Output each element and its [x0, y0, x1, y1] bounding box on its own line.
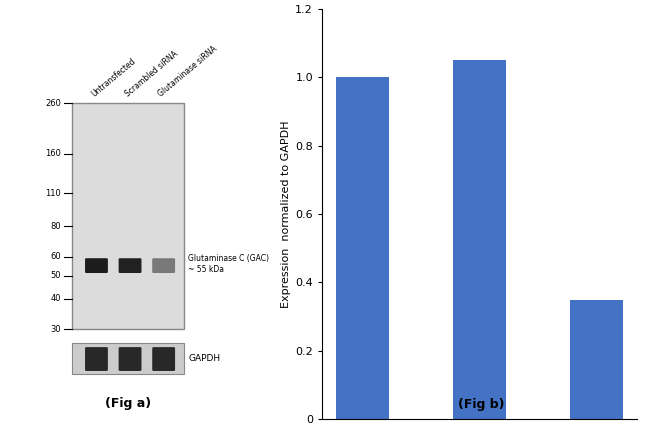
- Bar: [72, 103, 184, 329]
- Text: (Fig b): (Fig b): [458, 398, 504, 411]
- Text: 80: 80: [51, 222, 61, 231]
- Text: Scrambled siRNA: Scrambled siRNA: [123, 50, 179, 99]
- Text: 260: 260: [46, 98, 61, 107]
- FancyBboxPatch shape: [152, 258, 175, 273]
- Bar: [72, 343, 184, 374]
- Bar: [336, 77, 389, 419]
- FancyBboxPatch shape: [119, 258, 142, 273]
- FancyBboxPatch shape: [85, 258, 108, 273]
- FancyBboxPatch shape: [152, 347, 175, 371]
- Text: (Fig a): (Fig a): [105, 397, 151, 410]
- Y-axis label: Expression  normalized to GAPDH: Expression normalized to GAPDH: [281, 120, 291, 308]
- Text: 40: 40: [51, 294, 61, 303]
- Text: GAPDH: GAPDH: [188, 354, 220, 363]
- Text: 60: 60: [51, 252, 61, 261]
- Text: Glutaminase siRNA: Glutaminase siRNA: [157, 45, 219, 99]
- Text: 50: 50: [51, 271, 61, 280]
- Text: 110: 110: [46, 189, 61, 198]
- Bar: [570, 300, 623, 419]
- Text: 30: 30: [51, 324, 61, 333]
- FancyBboxPatch shape: [85, 347, 108, 371]
- Bar: [453, 60, 506, 419]
- Text: 160: 160: [46, 149, 61, 158]
- FancyBboxPatch shape: [119, 347, 142, 371]
- Text: Untransfected: Untransfected: [90, 57, 137, 99]
- Text: Glutaminase C (GAC)
~ 55 kDa: Glutaminase C (GAC) ~ 55 kDa: [188, 253, 270, 273]
